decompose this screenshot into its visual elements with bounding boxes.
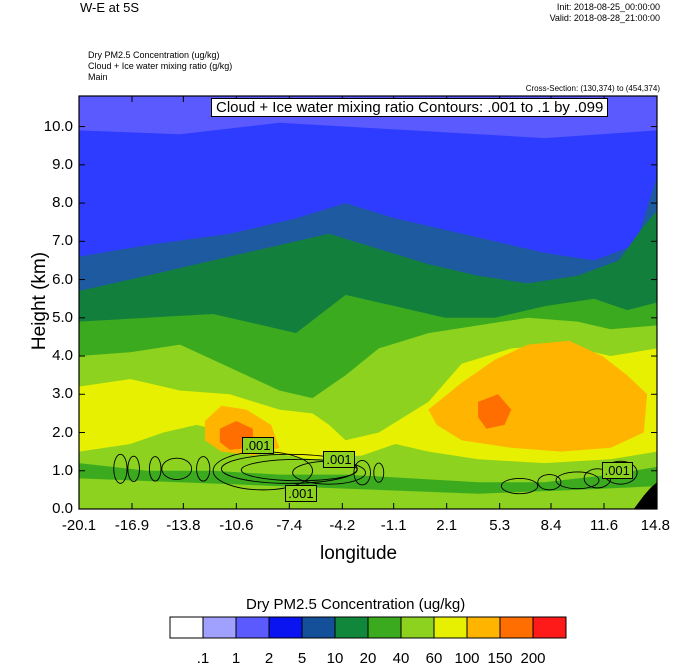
colorbar-label: 2: [264, 650, 274, 667]
colorbar-box-4: [301, 616, 336, 639]
contour-line-6: [148, 456, 162, 482]
x-tick-label: -1.1: [380, 517, 407, 534]
colorbar-box-3: [268, 616, 303, 639]
contour-line-4: [113, 453, 128, 484]
colorbar-box-6: [367, 616, 402, 639]
y-tick-label: 8.0: [52, 194, 73, 212]
y-tick-label: 2.0: [52, 423, 73, 441]
colorbar-label: 10: [326, 650, 344, 667]
plot-frame: [78, 95, 658, 510]
contour-line-5: [127, 455, 140, 482]
contour-label: .001: [242, 437, 274, 455]
x-tick-label: 2.1: [436, 517, 458, 534]
contour-title: Cloud + Ice water mixing ratio Contours:…: [211, 98, 609, 117]
contour-line-2: [240, 458, 358, 482]
colorbar-label: 60: [425, 650, 443, 667]
contour-label: .001: [323, 450, 355, 468]
cross-section-label: Cross-Section: (130,374) to (454,374): [525, 84, 660, 93]
contour-line-8: [196, 456, 211, 482]
colorbar-box-5: [334, 616, 369, 639]
y-tick-label: 9.0: [52, 155, 73, 173]
x-tick-label: -4.2: [329, 517, 356, 534]
colorbar-label: 20: [359, 650, 377, 667]
colorbar-label: 100: [454, 650, 480, 667]
colorbar-box-8: [433, 616, 468, 639]
contour-line-11: [500, 477, 539, 495]
x-tick-label: -10.6: [219, 517, 254, 534]
colorbar-label: 200: [520, 650, 546, 667]
colorbar-label: 40: [392, 650, 410, 667]
y-tick-label: 6.0: [52, 270, 73, 288]
y-tick-label: 7.0: [52, 232, 73, 250]
y-tick-label: 1.0: [52, 461, 73, 479]
y-tick-label: 0.0: [52, 500, 73, 517]
x-tick-label: -7.4: [276, 517, 303, 534]
field-description-pm25: Dry PM2.5 Concentration (ug/kg): [88, 50, 220, 60]
x-tick-label: -13.8: [166, 517, 201, 534]
contour-line-10: [373, 462, 385, 483]
x-tick-label: 8.4: [540, 517, 562, 534]
colorbar-box-11: [532, 616, 567, 639]
contour-line-9: [353, 459, 371, 486]
valid-time: Valid: 2018-08-28_21:00:00: [549, 13, 660, 23]
contour-line-7: [161, 457, 193, 481]
x-tick-label: 14.8: [640, 517, 670, 534]
field-region-dark_orange-11: [478, 394, 512, 429]
field-region-light_green-13: [79, 478, 657, 509]
colorbar-title: Dry PM2.5 Concentration (ug/kg): [246, 596, 466, 613]
colorbar-label: 150: [487, 650, 513, 667]
colorbar-label: 1: [231, 650, 241, 667]
colorbar-box-10: [499, 616, 534, 639]
x-axis-label: longitude: [320, 543, 398, 564]
x-tick-label: 5.3: [489, 517, 511, 534]
colorbar-box-2: [235, 616, 270, 639]
x-tick-label: 11.6: [589, 517, 619, 534]
colorbar-box-0: [169, 616, 204, 639]
y-tick-label: 3.0: [52, 385, 73, 403]
colorbar: [169, 616, 567, 639]
contour-label: .001: [285, 485, 317, 503]
colorbar-box-1: [202, 616, 237, 639]
colorbar-label: .1: [196, 650, 210, 667]
colorbar-box-7: [400, 616, 435, 639]
contour-line-12: [537, 474, 562, 491]
field-description-cloud: Cloud + Ice water mixing ratio (g/kg): [88, 61, 233, 71]
x-tick-label: -20.1: [61, 517, 97, 534]
init-time: Init: 2018-08-25_00:00:00: [556, 2, 660, 12]
y-tick-label: 4.0: [52, 347, 73, 365]
y-tick-label: 10.0: [43, 117, 73, 135]
y-tick-label: 5.0: [52, 308, 73, 326]
colorbar-label: 5: [297, 650, 307, 667]
field-description-main: Main: [88, 72, 108, 82]
contour-line-13: [555, 471, 600, 490]
colorbar-box-9: [466, 616, 501, 639]
x-tick-label: -16.9: [114, 517, 150, 534]
plot-title: W-E at 5S: [80, 0, 140, 15]
axis-ticks: [78, 96, 658, 510]
concentration-field: [79, 96, 657, 509]
contour-label: .001: [601, 462, 633, 480]
terrain: [633, 482, 657, 509]
